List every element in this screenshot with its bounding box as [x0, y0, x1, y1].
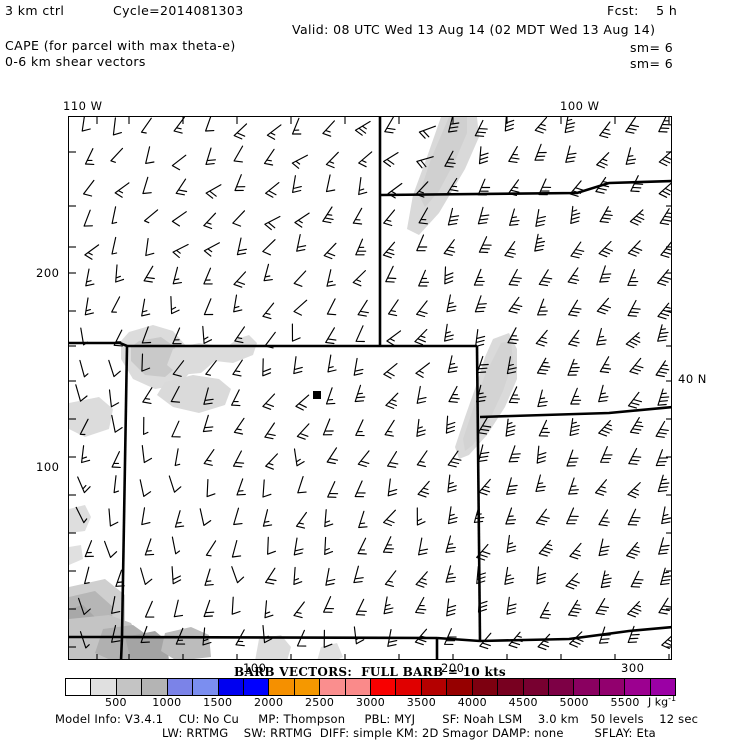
- header-forecast-hour: Fcst: 5 h: [607, 3, 678, 18]
- header-cycle-label: Cycle=2014081303: [113, 3, 244, 18]
- model-info-block: Model Info: V3.4.1 CU: No Cu MP: Thompso…: [0, 712, 740, 740]
- colorbar-tick-4000: 4000: [457, 696, 487, 709]
- colorbar-tick-500: 500: [104, 696, 127, 709]
- colorbar-swatch-4: [167, 679, 194, 695]
- colorbar-swatch-17: [498, 679, 524, 695]
- x-axis-tick-300: 300: [621, 661, 645, 675]
- colorbar-swatch-13: [396, 679, 422, 695]
- x-axis-tick-100: 100: [243, 661, 267, 675]
- colorbar-swatch-14: [421, 679, 448, 695]
- colorbar-swatch-7: [243, 679, 270, 695]
- colorbar-tick-4500: 4500: [508, 696, 538, 709]
- colorbar-tick-5000: 5000: [559, 696, 589, 709]
- cape-colorbar[interactable]: [65, 678, 676, 696]
- colorbar-swatch-2: [116, 679, 143, 695]
- state-boundaries-layer: [69, 117, 671, 659]
- colorbar-swatch-3: [142, 679, 168, 695]
- colorbar-swatch-23: [650, 679, 676, 695]
- header-field-cape: CAPE (for parcel with max theta-e): [5, 38, 236, 53]
- colorbar-swatch-16: [472, 679, 499, 695]
- cape-colorbar-ticks: 500 1000 1500 2000 2500 3000 3500 4000 4500 5000 5…: [65, 696, 676, 712]
- colorbar-tick-3000: 3000: [355, 696, 386, 709]
- map-frame: [68, 116, 672, 660]
- header-model-label: 3 km ctrl: [5, 3, 65, 18]
- model-info-row-1: Model Info: V3.4.1 CU: No Cu MP: Thompso…: [55, 712, 699, 726]
- colorbar-tick-1000: 1000: [152, 696, 182, 709]
- header-valid-time: Valid: 08 UTC Wed 13 Aug 14 (02 MDT Wed …: [292, 22, 656, 37]
- colorbar-swatch-8: [269, 679, 295, 695]
- map-panel[interactable]: [68, 116, 672, 660]
- station-marker[interactable]: [313, 391, 321, 399]
- colorbar-swatch-12: [371, 679, 397, 695]
- colorbar-swatch-21: [599, 679, 626, 695]
- colorbar-swatch-18: [523, 679, 550, 695]
- latitude-label-40n: 40 N: [678, 372, 707, 386]
- wind-barbs-layer: [75, 117, 671, 651]
- header-sm-value-2: sm= 6: [630, 56, 674, 71]
- cape-colorbar-swatches: [65, 678, 676, 696]
- barb-legend-caption: BARB VECTORS: FULL BARB = 10 kts: [234, 665, 506, 679]
- axis-ticks-layer: [69, 117, 671, 659]
- model-info-row-2: LW: RRTMG SW: RRTMG DIFF: simple KM: 2D …: [162, 726, 656, 740]
- colorbar-tick-5500: 5500: [610, 696, 640, 709]
- x-axis-tick-200: 200: [441, 661, 465, 675]
- cape-units-text: J kg: [648, 695, 669, 709]
- cape-colorbar-units: J kg-1: [648, 694, 676, 709]
- map-canvas: [69, 117, 671, 659]
- colorbar-swatch-20: [574, 679, 600, 695]
- colorbar-swatch-0: [66, 679, 92, 695]
- longitude-label-100w: 100 W: [560, 99, 600, 113]
- header-field-shear: 0-6 km shear vectors: [5, 54, 146, 69]
- header: 3 km ctrl Cycle=2014081303 Fcst: 5 h Val…: [0, 0, 740, 92]
- colorbar-tick-3500: 3500: [406, 696, 437, 709]
- colorbar-swatch-10: [320, 679, 346, 695]
- colorbar-swatch-1: [91, 679, 117, 695]
- y-axis-tick-100: 100: [36, 460, 60, 474]
- colorbar-tick-2000: 2000: [254, 696, 284, 709]
- y-axis-tick-200: 200: [36, 266, 60, 280]
- longitude-label-110w: 110 W: [63, 99, 103, 113]
- colorbar-swatch-11: [345, 679, 372, 695]
- colorbar-swatch-5: [193, 679, 219, 695]
- header-sm-value-1: sm= 6: [630, 40, 674, 55]
- colorbar-tick-1500: 1500: [203, 696, 233, 709]
- cape-units-exponent: -1: [668, 694, 677, 703]
- colorbar-swatch-19: [549, 679, 575, 695]
- colorbar-swatch-22: [625, 679, 651, 695]
- colorbar-swatch-9: [294, 679, 321, 695]
- colorbar-tick-2500: 2500: [304, 696, 335, 709]
- colorbar-swatch-15: [447, 679, 473, 695]
- colorbar-swatch-6: [218, 679, 244, 695]
